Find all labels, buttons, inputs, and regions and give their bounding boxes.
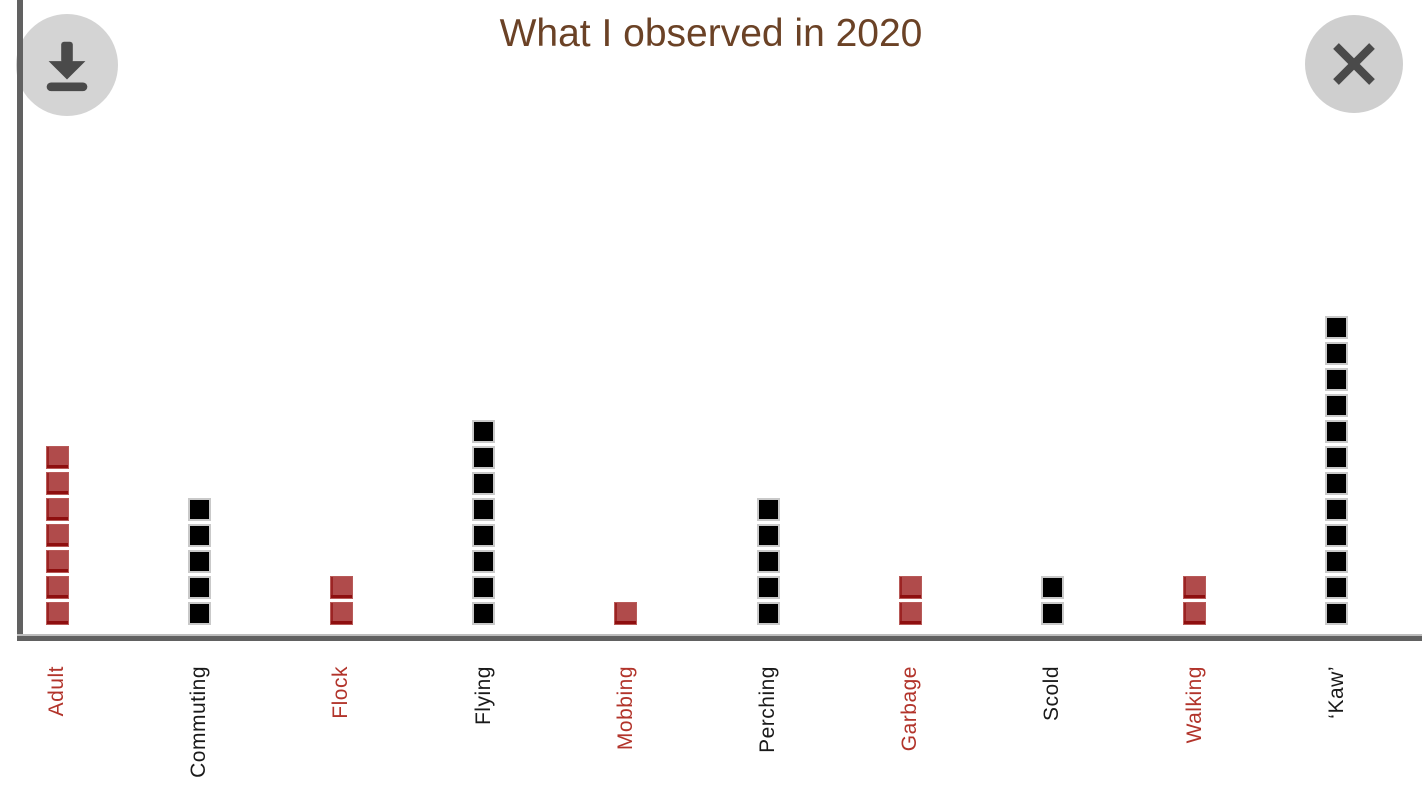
observation-square — [1325, 498, 1349, 521]
observation-square — [756, 576, 780, 599]
observation-square — [472, 446, 496, 469]
x-tick-label: Walking — [1182, 666, 1206, 744]
observation-square — [45, 550, 69, 573]
observation-square — [187, 550, 211, 573]
observation-square — [472, 498, 496, 521]
observation-square — [1183, 602, 1207, 625]
observation-square — [187, 602, 211, 625]
observation-square — [1040, 602, 1064, 625]
observation-square — [1325, 394, 1349, 417]
observation-square — [1325, 342, 1349, 365]
observation-square — [187, 498, 211, 521]
x-tick-label: Mobbing — [613, 666, 637, 751]
waffle-column — [1040, 576, 1064, 625]
observation-square — [1325, 472, 1349, 495]
close-icon — [1328, 38, 1380, 90]
observation-square — [187, 524, 211, 547]
observation-square — [1325, 446, 1349, 469]
observation-square — [472, 576, 496, 599]
observation-square — [45, 576, 69, 599]
waffle-column — [329, 576, 353, 625]
x-tick-label: Perching — [756, 666, 779, 753]
observation-square — [756, 550, 780, 573]
observation-square — [1325, 524, 1349, 547]
waffle-column — [614, 602, 638, 625]
observation-square — [1040, 576, 1064, 599]
x-tick-label: Scold — [1040, 666, 1064, 722]
observation-square — [898, 576, 922, 599]
observation-square — [45, 524, 69, 547]
observation-square — [756, 498, 780, 521]
download-icon — [36, 34, 98, 96]
observation-square — [45, 602, 69, 625]
observation-square — [756, 524, 780, 547]
download-button[interactable] — [16, 14, 118, 116]
waffle-column — [472, 420, 496, 625]
observation-square — [1325, 420, 1349, 443]
observation-square — [329, 602, 353, 625]
observation-square — [1325, 602, 1349, 625]
observation-square — [1325, 316, 1349, 339]
observation-square — [1183, 576, 1207, 599]
observation-square — [472, 550, 496, 573]
observation-square — [472, 524, 496, 547]
close-button[interactable] — [1305, 15, 1403, 113]
observation-square — [1325, 576, 1349, 599]
waffle-column — [187, 498, 211, 625]
observation-square — [472, 420, 496, 443]
observation-square — [898, 602, 922, 625]
x-tick-label: Commuting — [187, 666, 211, 778]
observation-square — [45, 446, 69, 469]
x-tick-label: Adult — [45, 666, 68, 717]
waffle-column — [756, 498, 780, 625]
observation-square — [472, 602, 496, 625]
observation-square — [45, 472, 69, 495]
observation-square — [1325, 550, 1349, 573]
x-tick-label: ‘Kaw’ — [1324, 666, 1348, 719]
x-tick-label: Garbage — [898, 666, 922, 752]
waffle-column — [1325, 316, 1349, 625]
x-axis-line — [17, 634, 1422, 641]
x-tick-label: Flying — [471, 666, 495, 726]
x-tick-label: Flock — [329, 666, 353, 719]
y-axis-line — [17, 0, 23, 639]
page-title: What I observed in 2020 — [499, 12, 923, 55]
waffle-column — [1183, 576, 1207, 625]
observation-square — [472, 472, 496, 495]
observation-square — [756, 602, 780, 625]
waffle-column — [45, 446, 69, 625]
observation-square — [187, 576, 211, 599]
waffle-column — [898, 576, 922, 625]
observation-square — [1325, 368, 1349, 391]
observation-square — [329, 576, 353, 599]
observation-square — [45, 498, 69, 521]
observation-square — [614, 602, 638, 625]
